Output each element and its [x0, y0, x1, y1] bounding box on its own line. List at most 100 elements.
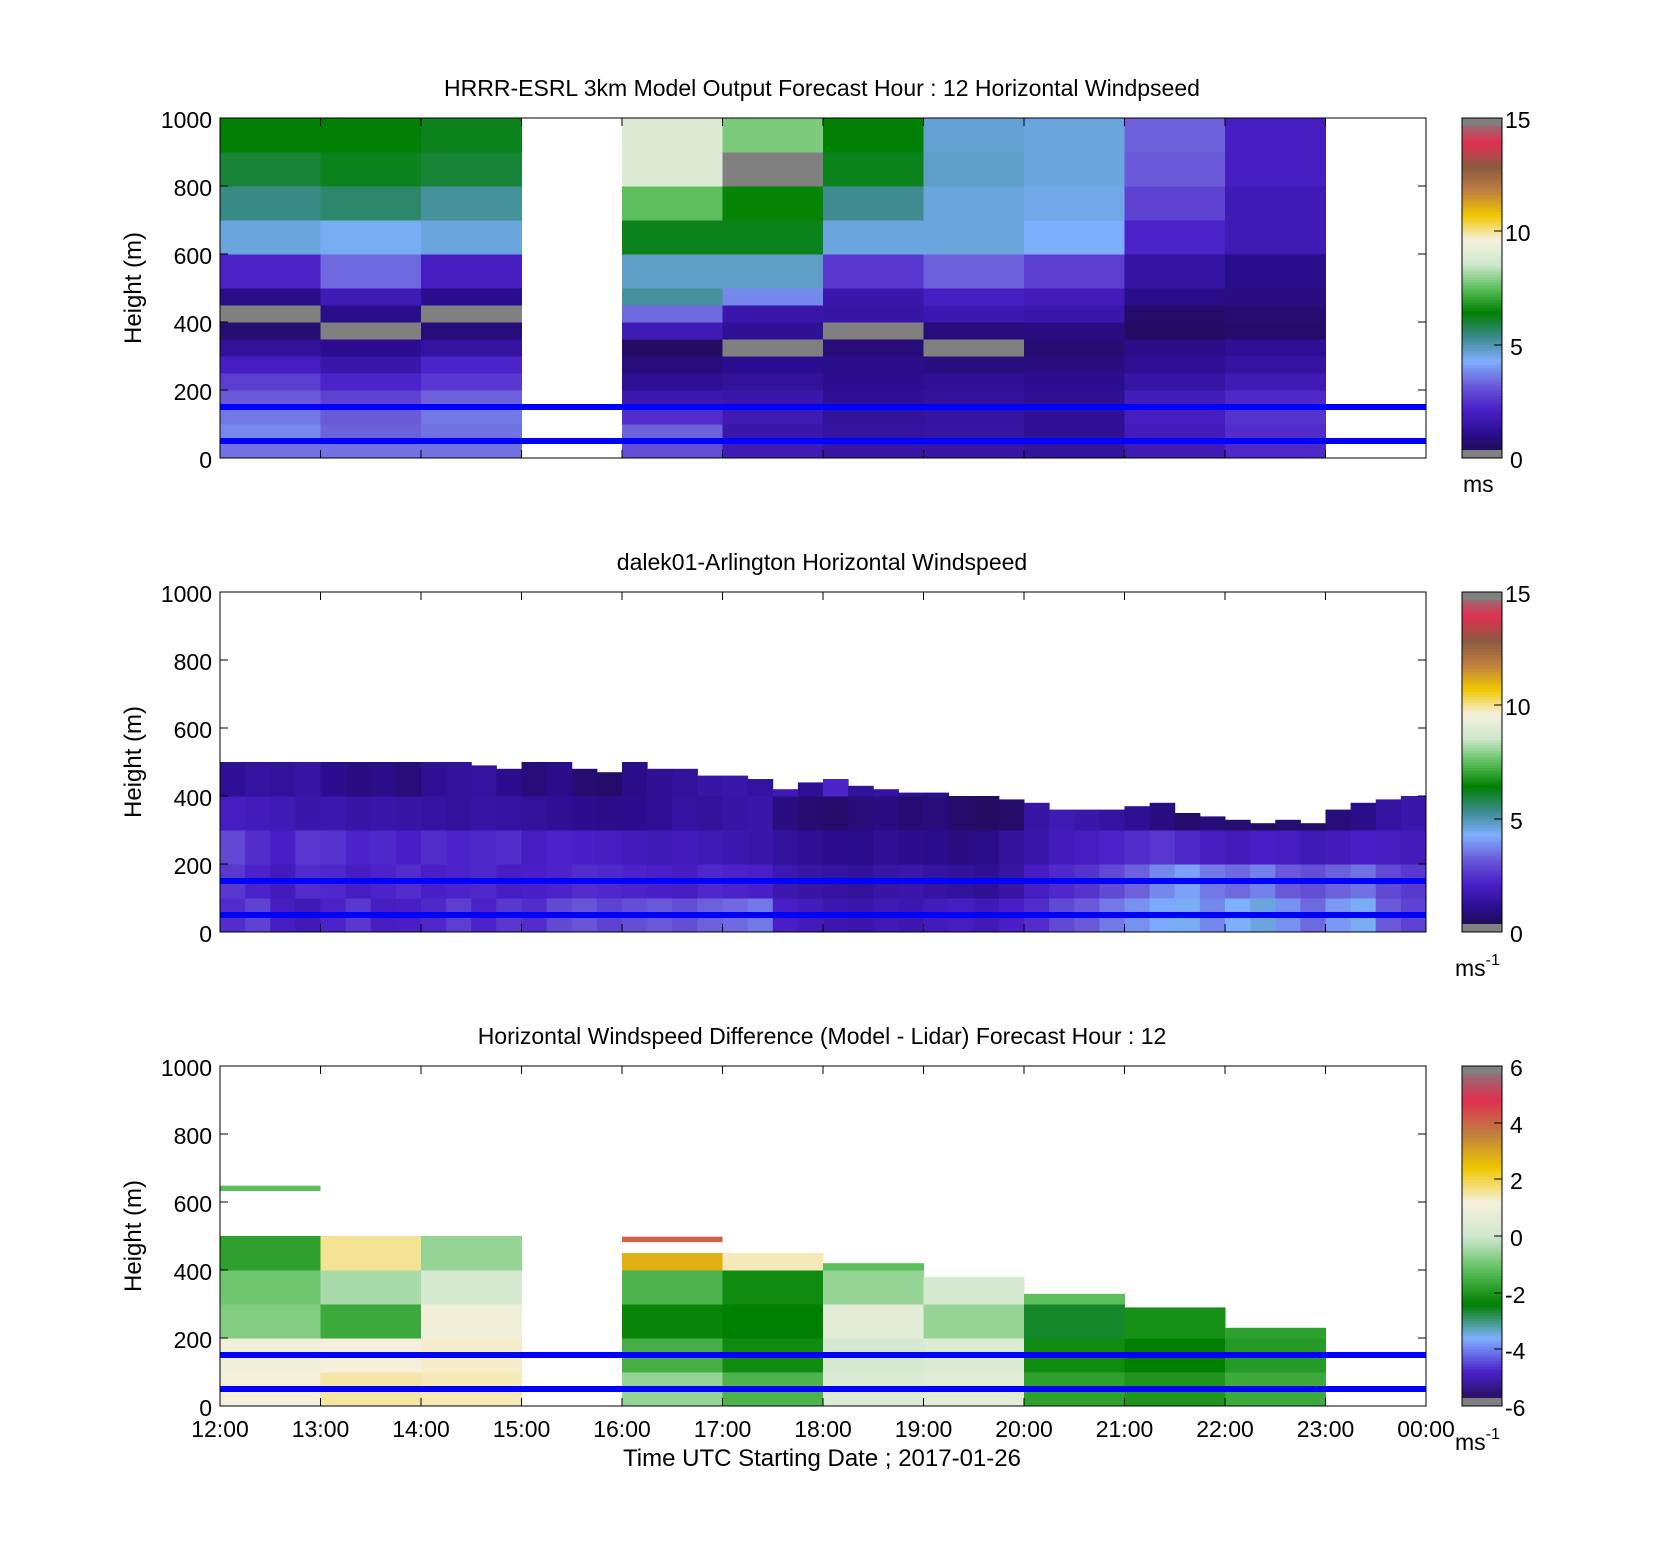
heatmap-cell: [220, 1236, 321, 1271]
colorbar-swatch: [1462, 1127, 1502, 1132]
heatmap-cell: [295, 796, 321, 831]
heatmap-cell: [898, 830, 924, 865]
colorbar-swatch: [1462, 349, 1502, 354]
colorbar-swatch: [1462, 177, 1502, 181]
heatmap-cell: [823, 186, 924, 204]
lidar-colorbar-ticks: 0 5 10 15: [1494, 581, 1531, 947]
difference-colorbar-ticks: -6 -4 -2 0 2 4 6: [1494, 1055, 1526, 1421]
colorbar-swatch: [1462, 1340, 1502, 1345]
heatmap-cell: [647, 796, 673, 831]
heatmap-cell: [823, 118, 924, 136]
x-tick-label: 00:00: [1397, 1416, 1455, 1442]
colorbar-swatch: [1462, 216, 1502, 221]
colorbar-swatch: [1462, 281, 1502, 286]
colorbar-swatch: [1462, 389, 1502, 394]
colorbar-swatch: [1462, 1173, 1502, 1177]
heatmap-cell: [546, 830, 573, 865]
heatmap-cell: [923, 796, 950, 831]
colorbar-swatch: [1462, 1382, 1502, 1387]
colorbar-swatch: [1462, 174, 1502, 178]
colorbar-swatch: [1462, 1136, 1502, 1141]
heatmap-cell: [1225, 1327, 1326, 1339]
colorbar-swatch: [1462, 835, 1502, 839]
heatmap-cell: [647, 830, 673, 865]
heatmap-cell: [521, 830, 548, 865]
colorbar-swatch: [1462, 1198, 1502, 1203]
heatmap-cell: [722, 1304, 824, 1339]
heatmap-cell: [622, 356, 723, 374]
colorbar-swatch: [1462, 1105, 1502, 1109]
heatmap-cell: [421, 254, 522, 272]
heatmap-cell: [421, 762, 447, 797]
colorbar-swatch: [1462, 605, 1502, 610]
colorbar-swatch: [1462, 724, 1502, 729]
colorbar-swatch: [1462, 284, 1502, 289]
heatmap-cell: [1124, 407, 1226, 425]
heatmap-cell: [421, 796, 447, 831]
heatmap-cell: [823, 407, 924, 425]
colorbar-swatch: [1462, 1091, 1502, 1095]
colorbar-swatch: [1462, 1204, 1502, 1209]
colorbar-swatch: [1462, 886, 1502, 890]
colorbar-swatch: [1462, 758, 1502, 763]
x-tick-label: 22:00: [1196, 1416, 1254, 1442]
colorbar-swatch: [1462, 1150, 1502, 1155]
colorbar-swatch: [1462, 855, 1502, 859]
heatmap-cell: [320, 1304, 422, 1339]
heatmap-cell: [722, 407, 824, 425]
heatmap-cell: [1225, 169, 1326, 187]
heatmap-cell: [823, 322, 924, 340]
colorbar-swatch: [1462, 611, 1502, 616]
colorbar-swatch: [1462, 1320, 1502, 1325]
heatmap-cell: [923, 407, 1025, 425]
colorbar-tick-label: 5: [1510, 808, 1523, 834]
colorbar-swatch: [1462, 1119, 1502, 1124]
colorbar-swatch: [1462, 1385, 1502, 1390]
colorbar-swatch: [1462, 1261, 1502, 1265]
heatmap-cell: [873, 830, 899, 865]
heatmap-cell: [722, 186, 824, 204]
heatmap-cell: [722, 288, 824, 306]
difference-colorbar-unit: ms-1: [1455, 1426, 1500, 1455]
heatmap-cell: [923, 186, 1025, 204]
colorbar-swatch: [1462, 160, 1502, 164]
heatmap-cell: [1325, 830, 1352, 865]
colorbar-swatch: [1462, 761, 1502, 766]
heatmap-cell: [421, 1270, 522, 1305]
colorbar-swatch: [1462, 196, 1502, 201]
heatmap-cell: [823, 1263, 924, 1271]
colorbar-swatch: [1462, 704, 1502, 709]
colorbar-swatch: [1462, 619, 1502, 624]
heatmap-cell: [1024, 237, 1125, 255]
heatmap-cell: [421, 288, 522, 306]
heatmap-cell: [320, 796, 347, 831]
heatmap-cell: [446, 762, 472, 797]
colorbar-swatch: [1462, 645, 1502, 650]
colorbar-swatch: [1462, 307, 1502, 312]
colorbar-swatch: [1462, 245, 1502, 249]
heatmap-cell: [898, 796, 924, 831]
heatmap-cell: [722, 424, 824, 442]
heatmap-cell: [973, 796, 1000, 831]
heatmap-cell: [722, 339, 824, 357]
heatmap-cell: [622, 220, 723, 238]
heatmap-cell: [923, 118, 1025, 136]
heatmap-cell: [672, 830, 698, 865]
heatmap-cell: [1099, 809, 1125, 831]
colorbar-swatch: [1462, 1125, 1502, 1129]
colorbar-swatch: [1462, 262, 1502, 266]
colorbar-swatch: [1462, 417, 1502, 422]
colorbar-swatch: [1462, 829, 1502, 834]
colorbar-tick-label: 10: [1505, 220, 1531, 246]
heatmap-cell: [772, 796, 799, 831]
heatmap-cell: [320, 254, 422, 272]
heatmap-cell: [421, 407, 522, 425]
heatmap-cell: [1199, 830, 1226, 865]
heatmap-cell: [923, 830, 950, 865]
colorbar-swatch: [1462, 313, 1502, 317]
colorbar-swatch: [1462, 1232, 1502, 1237]
difference-ticks: [219, 1065, 1427, 1407]
y-tick-label: 1000: [161, 107, 212, 133]
colorbar-swatch: [1462, 1249, 1502, 1254]
colorbar-swatch: [1462, 843, 1502, 848]
